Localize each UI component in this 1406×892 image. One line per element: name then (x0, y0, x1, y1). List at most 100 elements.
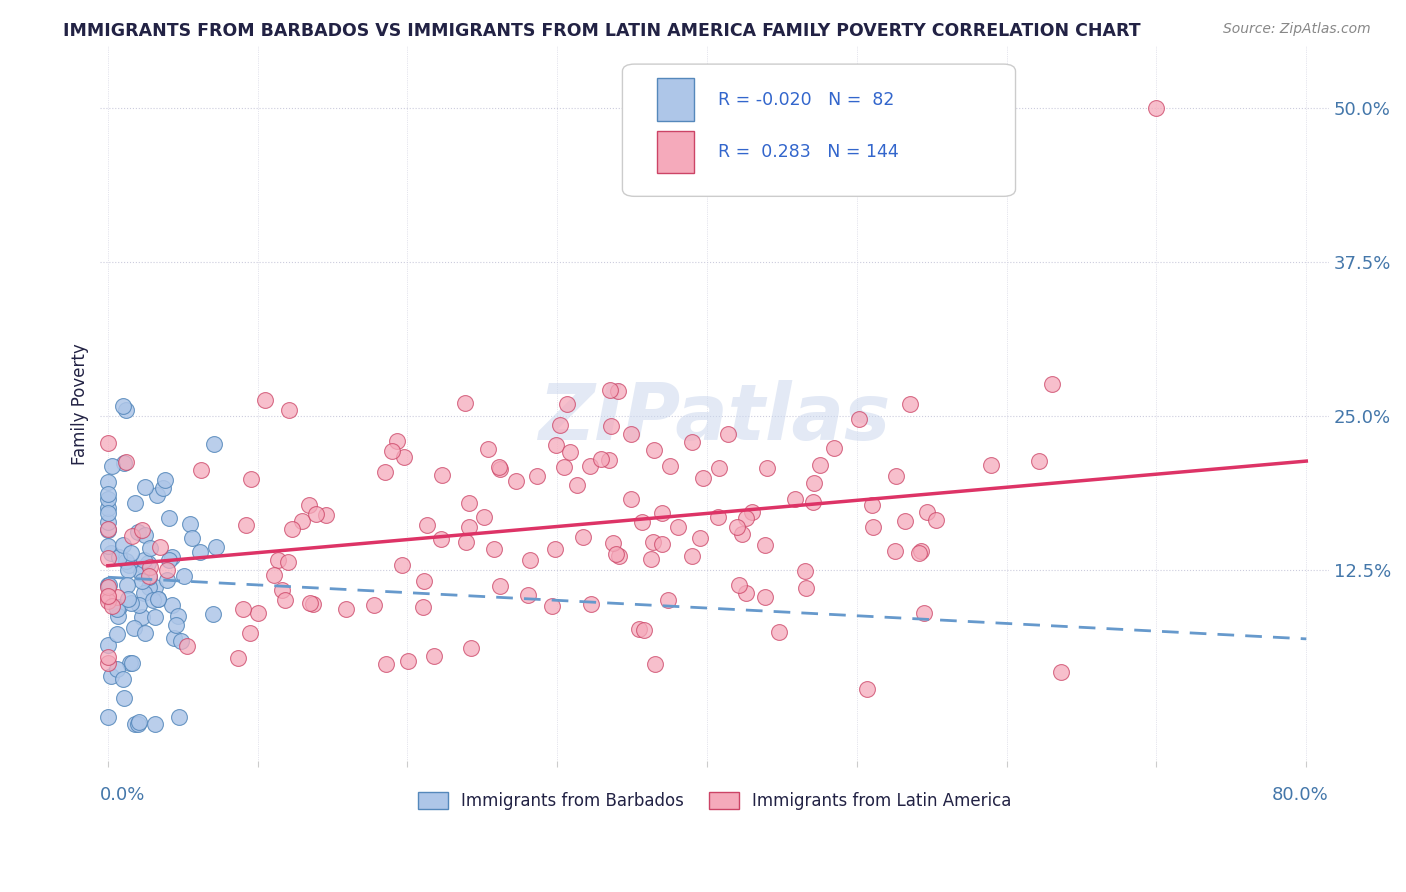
Point (548, 417, 571, 432)
Point (108, 599, 131, 614)
Point (335, 602, 357, 616)
Point (727, 520, 749, 534)
Point (139, 560, 162, 574)
Point (131, 523, 153, 537)
Point (97, 639, 120, 653)
Point (794, 581, 817, 595)
Point (385, 434, 408, 448)
Point (152, 481, 174, 495)
Point (630, 515, 652, 529)
Point (394, 450, 416, 464)
Point (240, 472, 263, 486)
Point (134, 626, 156, 640)
Point (97, 580, 120, 594)
Point (641, 534, 664, 549)
Point (122, 621, 145, 635)
Point (396, 654, 419, 668)
Point (97, 523, 120, 537)
Point (734, 510, 756, 524)
Point (274, 592, 297, 607)
Point (862, 519, 884, 533)
Point (167, 710, 190, 724)
Point (97, 522, 120, 536)
Point (160, 549, 183, 564)
Point (115, 578, 138, 592)
Point (156, 573, 179, 587)
Point (607, 384, 630, 399)
Legend: Immigrants from Barbados, Immigrants from Latin America: Immigrants from Barbados, Immigrants fro… (411, 786, 1018, 817)
Point (143, 610, 166, 624)
Point (112, 399, 135, 413)
Point (808, 458, 831, 472)
Point (121, 656, 143, 670)
Point (472, 509, 495, 524)
Point (910, 544, 932, 558)
Point (115, 455, 138, 469)
Point (115, 554, 138, 568)
Point (97, 475, 120, 490)
Point (167, 608, 190, 623)
Point (179, 517, 201, 532)
Point (132, 586, 155, 600)
Point (107, 609, 129, 624)
Point (644, 657, 666, 672)
Point (620, 427, 643, 442)
Point (170, 633, 193, 648)
Text: IMMIGRANTS FROM BARBADOS VS IMMIGRANTS FROM LATIN AMERICA FAMILY POVERTY CORRELA: IMMIGRANTS FROM BARBADOS VS IMMIGRANTS F… (63, 22, 1140, 40)
Point (115, 403, 138, 417)
Point (651, 506, 673, 520)
Point (128, 598, 150, 612)
Point (488, 460, 510, 475)
Point (381, 444, 404, 458)
Point (458, 520, 481, 534)
Point (607, 549, 630, 563)
Text: 80.0%: 80.0% (1272, 786, 1329, 804)
Point (160, 598, 183, 612)
Point (97, 649, 120, 664)
Point (97, 590, 120, 604)
Point (112, 457, 135, 471)
Point (157, 553, 180, 567)
Point (692, 471, 714, 485)
Point (505, 474, 527, 488)
Point (633, 623, 655, 637)
Text: R =  0.283   N = 144: R = 0.283 N = 144 (718, 143, 898, 161)
Point (100, 546, 122, 560)
Point (205, 540, 228, 554)
Point (127, 524, 149, 539)
Point (124, 717, 146, 731)
Point (117, 563, 139, 577)
Point (97, 593, 120, 607)
Point (277, 555, 299, 569)
Point (143, 580, 166, 594)
Point (134, 480, 156, 494)
Point (131, 610, 153, 624)
Point (651, 537, 673, 551)
Point (707, 510, 730, 524)
Point (105, 627, 128, 641)
Point (860, 498, 883, 512)
Point (138, 581, 160, 595)
Point (572, 530, 595, 544)
Point (754, 590, 776, 604)
Point (105, 590, 128, 604)
Point (717, 427, 740, 442)
Point (599, 383, 621, 397)
Point (430, 533, 453, 547)
Text: Source: ZipAtlas.com: Source: ZipAtlas.com (1223, 22, 1371, 37)
Point (138, 569, 160, 583)
Point (118, 656, 141, 670)
Point (657, 592, 679, 607)
Point (658, 459, 681, 474)
Point (526, 469, 548, 483)
Point (132, 560, 155, 574)
Point (120, 596, 142, 610)
Point (188, 545, 211, 559)
Point (97, 506, 120, 520)
Point (893, 514, 915, 528)
Point (458, 496, 481, 510)
Point (117, 592, 139, 607)
Y-axis label: Family Poverty: Family Poverty (72, 343, 89, 465)
Point (155, 564, 177, 578)
Point (755, 461, 778, 475)
